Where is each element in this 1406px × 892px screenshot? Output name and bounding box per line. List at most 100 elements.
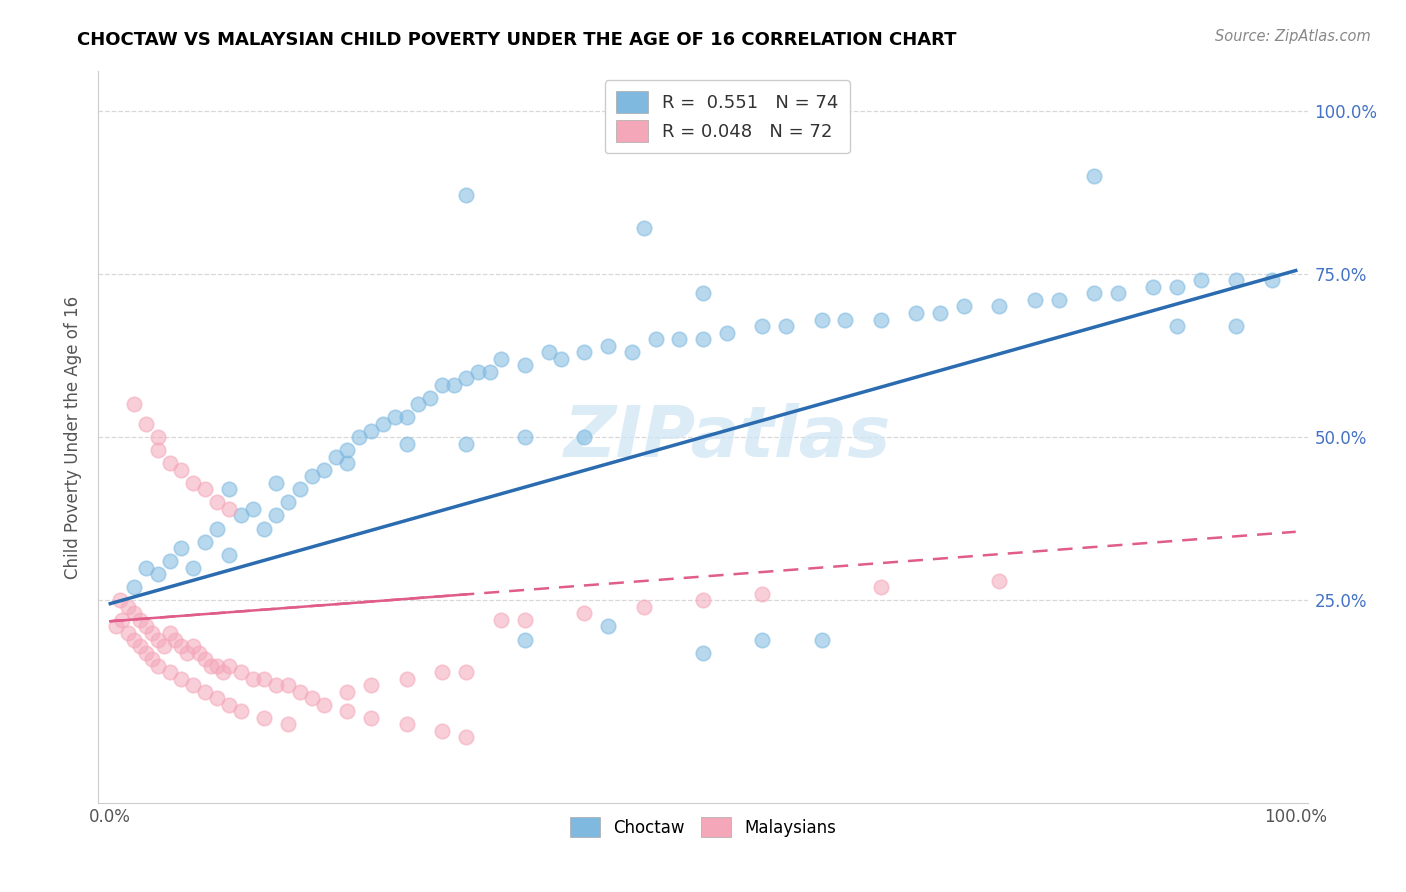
Point — [277, 678, 299, 692]
Point — [141, 626, 163, 640]
Point — [1107, 286, 1129, 301]
Point — [170, 639, 193, 653]
Point — [834, 312, 856, 326]
Point — [146, 443, 169, 458]
Point — [443, 377, 465, 392]
Legend: Choctaw, Malaysians: Choctaw, Malaysians — [561, 809, 845, 846]
Point — [515, 358, 537, 372]
Point — [135, 417, 157, 431]
Point — [170, 672, 193, 686]
Point — [633, 599, 655, 614]
Point — [205, 691, 228, 706]
Point — [574, 345, 596, 359]
Point — [360, 678, 382, 692]
Point — [108, 593, 131, 607]
Point — [312, 698, 335, 712]
Point — [408, 397, 430, 411]
Point — [1047, 293, 1070, 307]
Point — [432, 377, 454, 392]
Point — [478, 365, 501, 379]
Point — [1166, 280, 1188, 294]
Point — [146, 632, 169, 647]
Point — [360, 424, 382, 438]
Point — [242, 502, 264, 516]
Point — [775, 319, 797, 334]
Point — [336, 685, 359, 699]
Point — [1225, 273, 1247, 287]
Point — [205, 521, 228, 535]
Point — [1083, 169, 1105, 183]
Point — [111, 613, 134, 627]
Point — [301, 691, 323, 706]
Point — [869, 312, 891, 326]
Point — [288, 685, 311, 699]
Point — [574, 607, 596, 621]
Point — [633, 221, 655, 235]
Point — [336, 705, 359, 719]
Point — [810, 632, 832, 647]
Point — [395, 717, 418, 731]
Point — [170, 463, 193, 477]
Point — [205, 495, 228, 509]
Point — [105, 619, 128, 633]
Point — [135, 619, 157, 633]
Point — [751, 319, 773, 334]
Point — [301, 469, 323, 483]
Point — [1261, 273, 1284, 287]
Point — [159, 456, 181, 470]
Point — [491, 351, 513, 366]
Point — [432, 723, 454, 738]
Point — [122, 397, 145, 411]
Point — [229, 508, 252, 523]
Point — [515, 430, 537, 444]
Point — [869, 580, 891, 594]
Point — [325, 450, 347, 464]
Point — [194, 685, 217, 699]
Point — [598, 339, 620, 353]
Point — [692, 593, 714, 607]
Point — [181, 678, 204, 692]
Point — [277, 495, 299, 509]
Point — [253, 711, 276, 725]
Point — [141, 652, 163, 666]
Point — [1166, 319, 1188, 334]
Point — [692, 332, 714, 346]
Point — [1142, 280, 1164, 294]
Point — [122, 580, 145, 594]
Point — [574, 430, 596, 444]
Point — [117, 599, 139, 614]
Text: ZIPatlas: ZIPatlas — [564, 402, 891, 472]
Point — [751, 632, 773, 647]
Point — [181, 560, 204, 574]
Point — [218, 658, 240, 673]
Point — [692, 286, 714, 301]
Point — [194, 534, 217, 549]
Point — [1024, 293, 1046, 307]
Point — [360, 711, 382, 725]
Point — [264, 475, 287, 490]
Point — [135, 646, 157, 660]
Point — [336, 443, 359, 458]
Point — [395, 410, 418, 425]
Point — [122, 607, 145, 621]
Point — [122, 632, 145, 647]
Point — [200, 658, 222, 673]
Point — [229, 665, 252, 680]
Point — [929, 306, 952, 320]
Point — [288, 483, 311, 497]
Point — [419, 391, 441, 405]
Point — [152, 639, 174, 653]
Point — [312, 463, 335, 477]
Point — [432, 665, 454, 680]
Point — [550, 351, 572, 366]
Point — [253, 672, 276, 686]
Point — [988, 300, 1011, 314]
Point — [810, 312, 832, 326]
Point — [515, 613, 537, 627]
Point — [205, 658, 228, 673]
Point — [384, 410, 406, 425]
Point — [347, 430, 370, 444]
Y-axis label: Child Poverty Under the Age of 16: Child Poverty Under the Age of 16 — [65, 295, 83, 579]
Point — [1189, 273, 1212, 287]
Point — [218, 548, 240, 562]
